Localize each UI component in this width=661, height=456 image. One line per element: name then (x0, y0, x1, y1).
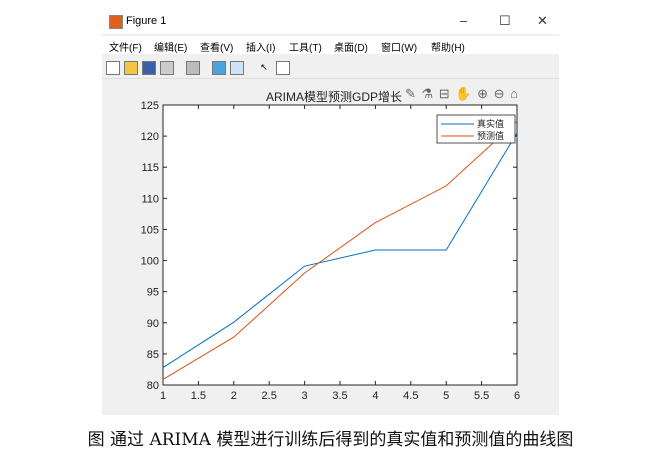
legend-label: 真实值 (477, 118, 504, 130)
y-tick-label: 85 (147, 349, 159, 361)
chart-title: ARIMA模型预测GDP增长 (266, 90, 403, 104)
open-icon[interactable] (124, 61, 138, 75)
close-button[interactable]: ✕ (537, 13, 548, 28)
y-tick-label: 120 (141, 131, 159, 143)
y-tick-label: 80 (147, 380, 159, 392)
x-tick-label: 4 (372, 390, 378, 402)
new-file-icon[interactable] (106, 61, 120, 75)
menu-tools[interactable]: 工具(T) (289, 43, 322, 54)
x-tick-label: 3 (302, 390, 308, 402)
menu-insert[interactable]: 插入(I) (246, 43, 276, 54)
x-tick-label: 4.5 (403, 390, 418, 402)
x-tick-label: 3.5 (332, 390, 347, 402)
matlab-icon (109, 15, 123, 29)
menu-window[interactable]: 窗口(W) (381, 43, 418, 54)
x-tick-label: 6 (514, 390, 520, 402)
menu-help[interactable]: 帮助(H) (431, 43, 465, 54)
series-line-0 (162, 132, 518, 368)
plot-area (162, 104, 518, 386)
menu-desktop[interactable]: 桌面(D) (334, 43, 368, 54)
y-tick-label: 125 (141, 100, 159, 112)
legend-icon[interactable] (230, 61, 244, 75)
minimize-button[interactable]: – (460, 13, 468, 28)
toolbar: ↖ (102, 56, 559, 79)
x-tick-label: 5 (443, 390, 449, 402)
title-bar: Figure 1 – ☐ ✕ (102, 10, 559, 34)
axes-toolbar[interactable]: ✎ ⚗ ⊟ ✋ ⊕ ⊖ ⌂ (405, 86, 519, 101)
property-editor-icon[interactable] (276, 61, 290, 75)
y-tick-label: 95 (147, 287, 159, 299)
x-tick-label: 1.5 (191, 390, 206, 402)
menu-bar: 文件(F) 编辑(E) 查看(V) 插入(I) 工具(T) 桌面(D) 窗口(W… (102, 36, 559, 54)
x-tick-label: 5.5 (474, 390, 489, 402)
series-line-1 (162, 120, 518, 380)
figure-caption: 图 通过 ARIMA 模型进行训练后得到的真实值和预测值的曲线图 (87, 430, 574, 450)
y-tick-label: 90 (147, 318, 159, 330)
y-tick-label: 110 (141, 193, 159, 205)
y-tick-label: 105 (141, 224, 159, 236)
print-preview-icon[interactable] (186, 61, 200, 75)
legend (436, 114, 516, 144)
print-icon[interactable] (160, 61, 174, 75)
colorbar-icon[interactable] (212, 61, 226, 75)
x-tick-label: 2.5 (262, 390, 277, 402)
maximize-button[interactable]: ☐ (499, 13, 511, 28)
menu-edit[interactable]: 编辑(E) (154, 43, 188, 54)
legend-label: 预测值 (477, 130, 504, 142)
pointer-icon[interactable]: ↖ (260, 62, 268, 72)
menu-file[interactable]: 文件(F) (109, 43, 142, 54)
x-tick-label: 2 (231, 390, 237, 402)
y-tick-label: 115 (141, 162, 159, 174)
save-icon[interactable] (142, 61, 156, 75)
y-tick-label: 100 (141, 256, 159, 268)
x-tick-label: 1 (160, 390, 166, 402)
menu-view[interactable]: 查看(V) (200, 43, 234, 54)
window-title: Figure 1 (126, 15, 167, 27)
